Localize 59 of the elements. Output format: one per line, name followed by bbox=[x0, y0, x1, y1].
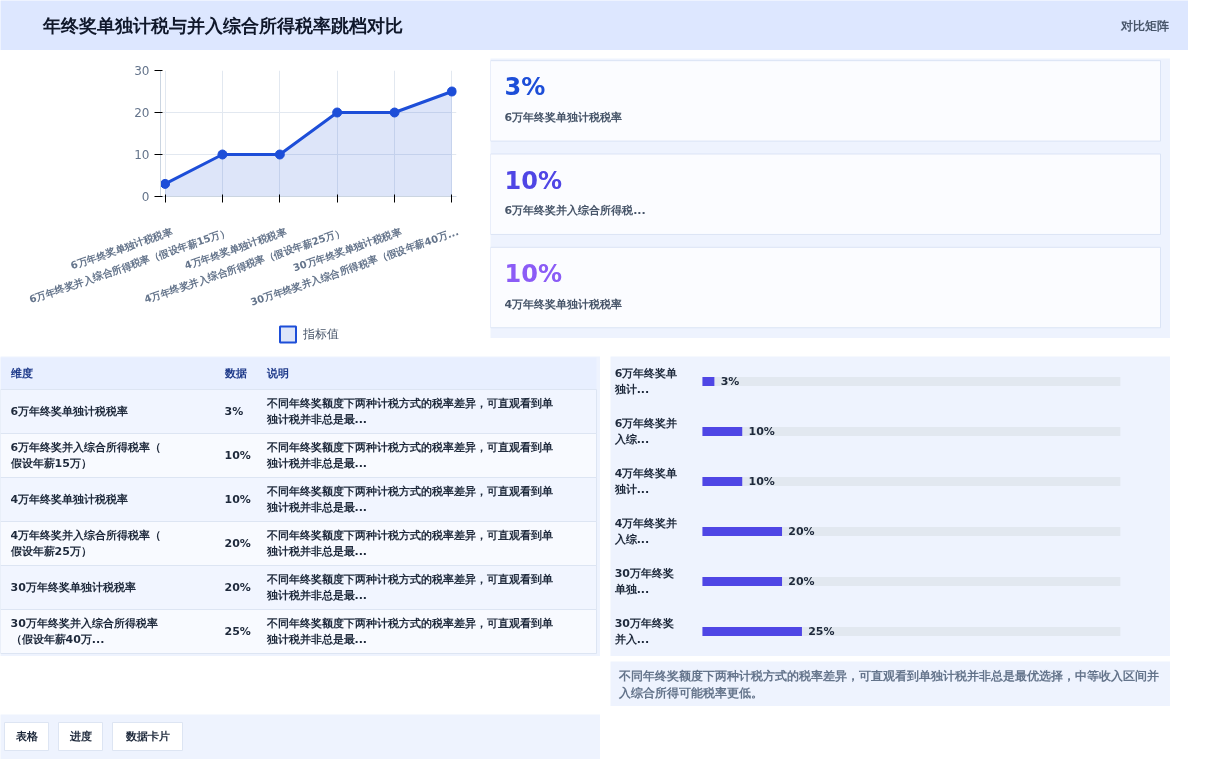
text: 10% bbox=[504, 166, 562, 195]
text: 10% bbox=[224, 449, 251, 462]
text: 不同年终奖额度下两种计税方式的税率差异，可直观看到单独计税并非总是最优选择，中等收入区间并入综合所得可能税率更低。 bbox=[617, 669, 1159, 700]
bar bbox=[702, 527, 783, 536]
text: 10% bbox=[504, 260, 562, 289]
bar bbox=[702, 377, 715, 386]
y-tick-label: 4万年终奖单独计... bbox=[613, 467, 678, 496]
text: 对比矩阵 bbox=[1119, 18, 1169, 33]
legend-label: 指标值 bbox=[302, 325, 339, 343]
y-tick-label: 0 bbox=[141, 190, 150, 204]
point bbox=[389, 107, 400, 118]
y-tick-label: 30万年终奖并入... bbox=[613, 617, 674, 646]
text: 4万年终奖单独计税税率 bbox=[10, 493, 129, 506]
text: 20% bbox=[224, 581, 251, 594]
data-label: 10% bbox=[748, 425, 775, 438]
text: 不同年终奖额度下两种计税方式的税率差异，可直观看到单独计税并非总是最... bbox=[265, 529, 553, 558]
text: 不同年终奖额度下两种计税方式的税率差异，可直观看到单独计税并非总是最... bbox=[265, 573, 553, 602]
y-tick-label: 30 bbox=[134, 64, 150, 78]
text: 6万年终奖单独计税税率 bbox=[504, 111, 623, 124]
text: 4万年终奖并入综合所得税率（假设年薪25万） bbox=[9, 529, 162, 558]
text: 30万年终奖并入综合所得税率（假设年薪40万... bbox=[10, 617, 158, 646]
point bbox=[446, 86, 457, 97]
y-tick-label: 10 bbox=[134, 148, 150, 162]
bar bbox=[702, 577, 783, 586]
text: 不同年终奖额度下两种计税方式的税率差异，可直观看到单独计税并非总是最... bbox=[265, 397, 553, 426]
text: 表格 bbox=[14, 730, 39, 743]
text: 不同年终奖额度下两种计税方式的税率差异，可直观看到单独计税并非总是最... bbox=[265, 441, 553, 470]
data-label: 10% bbox=[748, 475, 775, 488]
text: 25% bbox=[224, 625, 251, 638]
data-label: 25% bbox=[808, 625, 835, 638]
text: 不同年终奖额度下两种计税方式的税率差异，可直观看到单独计税并非总是最... bbox=[265, 617, 553, 646]
text: 6万年终奖并入综合所得税... bbox=[504, 204, 646, 218]
text: 20% bbox=[224, 537, 251, 550]
bar bbox=[702, 477, 743, 486]
text: 6万年终奖并入综合所得税率（假设年薪15万） bbox=[9, 441, 162, 470]
bar bbox=[702, 627, 802, 636]
y-tick-label: 6万年终奖单独计... bbox=[613, 367, 678, 396]
bar bbox=[702, 427, 743, 436]
point bbox=[274, 149, 285, 160]
y-tick-label: 30万年终奖单独... bbox=[613, 567, 674, 596]
text: 维度 bbox=[9, 367, 33, 380]
data-label: 20% bbox=[788, 575, 815, 588]
y-tick-label: 4万年终奖并入综... bbox=[613, 517, 678, 546]
text: 数据卡片 bbox=[124, 730, 170, 743]
y-tick-label: 20 bbox=[134, 106, 150, 120]
y-tick-label: 6万年终奖并入综... bbox=[613, 417, 678, 446]
data-label: 20% bbox=[788, 525, 815, 538]
text: 30万年终奖单独计税税率 bbox=[10, 581, 136, 594]
text: 年终奖单独计税与并入综合所得税率跳档对比 bbox=[41, 15, 403, 36]
text: 说明 bbox=[265, 367, 289, 380]
text: 6万年终奖单独计税税率 bbox=[10, 405, 129, 418]
text: 数据 bbox=[223, 367, 247, 380]
data-label: 3% bbox=[720, 375, 740, 388]
text: 3% bbox=[504, 73, 546, 102]
text: 进度 bbox=[68, 730, 92, 743]
text: 3% bbox=[224, 405, 244, 418]
text: 10% bbox=[224, 493, 251, 506]
point bbox=[160, 178, 171, 189]
text: 不同年终奖额度下两种计税方式的税率差异，可直观看到单独计税并非总是最... bbox=[265, 485, 553, 514]
